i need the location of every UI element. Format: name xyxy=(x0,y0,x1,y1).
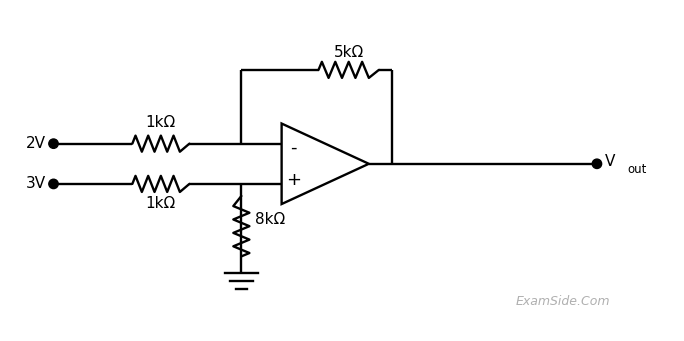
Text: 1kΩ: 1kΩ xyxy=(146,115,176,130)
Text: 3V: 3V xyxy=(25,176,45,191)
Text: +: + xyxy=(286,171,301,189)
Text: ExamSide.Com: ExamSide.Com xyxy=(516,295,611,308)
Text: out: out xyxy=(627,163,646,176)
Text: 8kΩ: 8kΩ xyxy=(254,212,285,227)
Circle shape xyxy=(592,159,602,168)
Text: -: - xyxy=(291,139,297,157)
Circle shape xyxy=(49,179,58,189)
Text: 5kΩ: 5kΩ xyxy=(334,45,364,60)
Text: V: V xyxy=(605,153,616,168)
Text: 2V: 2V xyxy=(25,136,45,151)
Text: 1kΩ: 1kΩ xyxy=(146,196,176,211)
Circle shape xyxy=(49,139,58,148)
